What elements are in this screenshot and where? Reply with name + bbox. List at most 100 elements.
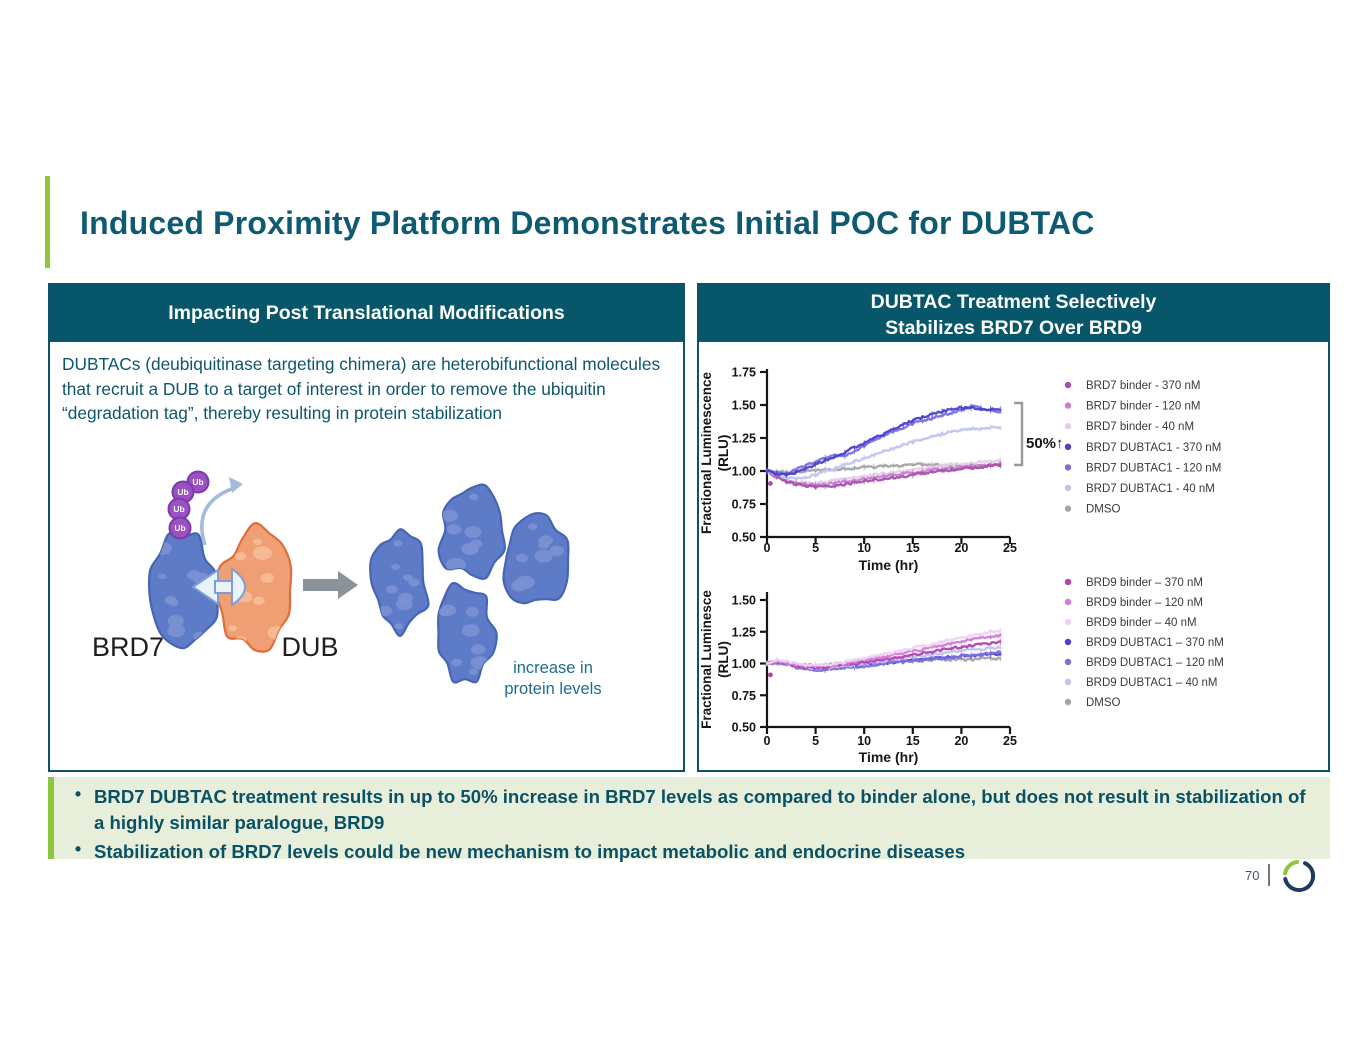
takeaway-box: BRD7 DUBTAC treatment results in up to 5… <box>48 777 1330 862</box>
svg-text:0: 0 <box>764 734 771 748</box>
free-protein-blob <box>437 581 498 684</box>
brd7-protein-blob <box>147 531 219 650</box>
ubiquitin-chain: Ub Ub Ub Ub <box>167 470 210 540</box>
axes <box>765 369 1010 539</box>
free-protein-blob <box>502 512 570 605</box>
legend-marker <box>1064 698 1072 706</box>
bullet-marker <box>62 784 94 835</box>
result-arrow <box>303 571 358 599</box>
dubtac-linker <box>191 567 246 607</box>
legend-marker <box>1064 638 1072 646</box>
diagram-caption: increase in <box>513 659 593 677</box>
legend-label: BRD7 DUBTAC1 - 370 nM <box>1086 442 1221 454</box>
svg-text:25: 25 <box>1003 734 1017 748</box>
legend-label: BRD9 DUBTAC1 – 370 nM <box>1086 637 1224 649</box>
legend-label: BRD9 binder – 40 nM <box>1086 617 1197 629</box>
svg-text:0.75: 0.75 <box>732 689 756 703</box>
luminescence-charts: 0.50 0.75 1.00 1.25 1.50 1.75 0 5 10 15 20 25 Time (… <box>699 366 1224 766</box>
brd9-chart: 0.50 0.75 1.00 1.25 1.50 0 5 10 15 20 25 Time (hr) F… <box>699 577 1224 765</box>
svg-text:1.25: 1.25 <box>732 625 756 639</box>
takeaway-text-1: BRD7 DUBTAC treatment results in up to 5… <box>94 786 1306 833</box>
series-line <box>765 404 1002 478</box>
svg-text:0.50: 0.50 <box>732 531 756 545</box>
dub-label: DUB <box>281 632 338 662</box>
x-axis-label: Time (hr) <box>859 557 919 573</box>
legend-marker <box>1064 678 1072 686</box>
svg-text:0.50: 0.50 <box>732 721 756 735</box>
svg-text:5: 5 <box>812 734 819 748</box>
series-line <box>765 424 1002 482</box>
legend-label: BRD9 binder – 120 nM <box>1086 597 1203 609</box>
bullet-marker <box>62 839 94 865</box>
takeaway-bullet-1: BRD7 DUBTAC treatment results in up to 5… <box>62 784 1314 835</box>
svg-text:1.00: 1.00 <box>732 657 756 671</box>
series-line <box>765 628 1002 668</box>
free-protein-blob <box>437 483 506 580</box>
legend-marker <box>1064 618 1072 626</box>
y-axis-label: Fractional Luminesce <box>699 590 714 729</box>
ub-removal-arrow <box>200 477 243 546</box>
free-protein-blob <box>369 528 430 637</box>
svg-text:10: 10 <box>857 734 871 748</box>
legend-label: BRD7 binder - 40 nM <box>1086 421 1194 433</box>
svg-text:1.00: 1.00 <box>732 465 756 479</box>
legend-marker <box>1064 658 1072 666</box>
logo-ring <box>1283 861 1316 892</box>
svg-text:1.50: 1.50 <box>732 399 756 413</box>
legend-label: BRD7 DUBTAC1 - 120 nM <box>1086 462 1221 474</box>
svg-text:Ub: Ub <box>192 477 203 487</box>
svg-text:25: 25 <box>1003 541 1017 555</box>
left-panel-header: Impacting Post Translational Modificatio… <box>50 285 683 342</box>
svg-text:0.75: 0.75 <box>732 498 756 512</box>
legend-marker <box>1064 443 1072 450</box>
legend-marker <box>1064 464 1072 471</box>
right-panel-header: DUBTAC Treatment Selectively Stabilizes … <box>699 285 1328 342</box>
legend-label: BRD9 DUBTAC1 – 40 nM <box>1086 677 1217 689</box>
logo-green-arc <box>1283 860 1300 876</box>
svg-text:20: 20 <box>954 734 968 748</box>
svg-text:Ub: Ub <box>177 487 188 497</box>
page-number: 70 <box>1245 867 1260 883</box>
dubtac-mechanism-diagram: Ub Ub Ub Ub BRD7 DUB increase in protein levels <box>92 470 602 698</box>
legend-marker <box>1064 598 1072 606</box>
svg-text:Ub: Ub <box>174 523 185 533</box>
chart-legend: BRD9 binder – 370 nM BRD9 binder – 120 nM… <box>1064 577 1224 709</box>
legend-marker <box>1064 484 1072 492</box>
legend-label: DMSO <box>1086 504 1121 516</box>
title-accent-bar <box>45 176 50 268</box>
left-panel: Impacting Post Translational Modificatio… <box>48 283 685 772</box>
brd7-label: BRD7 <box>92 632 164 662</box>
svg-text:Ub: Ub <box>173 504 184 514</box>
increase-annotation: 50%↑ <box>1026 435 1064 452</box>
left-panel-body-text: DUBTACs (deubiquitinase targeting chimer… <box>62 354 661 424</box>
legend-label: BRD9 binder – 370 nM <box>1086 577 1203 589</box>
company-logo <box>1283 860 1316 892</box>
increase-bracket <box>1014 401 1024 467</box>
legend-label: BRD7 DUBTAC1 - 40 nM <box>1086 483 1215 495</box>
footer: 70 <box>1245 855 1319 895</box>
svg-text:10: 10 <box>857 541 871 555</box>
legend-label: BRD9 DUBTAC1 – 120 nM <box>1086 657 1224 669</box>
chart-legend: BRD7 binder - 370 nM BRD7 binder - 120 nM… <box>1064 380 1221 516</box>
legend-marker <box>1064 381 1072 389</box>
takeaway-bullet-2: Stabilization of BRD7 levels could be ne… <box>62 839 1314 865</box>
right-panel-title-line2: Stabilizes BRD7 Over BRD9 <box>885 316 1142 339</box>
x-axis-label: Time (hr) <box>859 749 919 765</box>
takeaway-text-2: Stabilization of BRD7 levels could be ne… <box>94 841 966 863</box>
svg-text:15: 15 <box>906 541 920 555</box>
svg-text:15: 15 <box>906 734 920 748</box>
svg-text:20: 20 <box>954 541 968 555</box>
legend-marker <box>1064 578 1072 586</box>
right-panel-title-line1: DUBTAC Treatment Selectively <box>870 291 1157 313</box>
legend-marker <box>1064 505 1072 512</box>
y-axis-label: (RLU) <box>716 641 731 678</box>
right-panel: DUBTAC Treatment Selectively Stabilizes … <box>697 283 1330 772</box>
legend-label: BRD7 binder - 370 nM <box>1086 380 1200 392</box>
legend-label: DMSO <box>1086 697 1121 709</box>
svg-text:1.75: 1.75 <box>732 366 756 380</box>
footer-divider <box>1268 864 1271 886</box>
diagram-caption: protein levels <box>504 680 601 698</box>
legend-marker <box>1064 402 1072 409</box>
svg-text:1.50: 1.50 <box>732 594 756 608</box>
